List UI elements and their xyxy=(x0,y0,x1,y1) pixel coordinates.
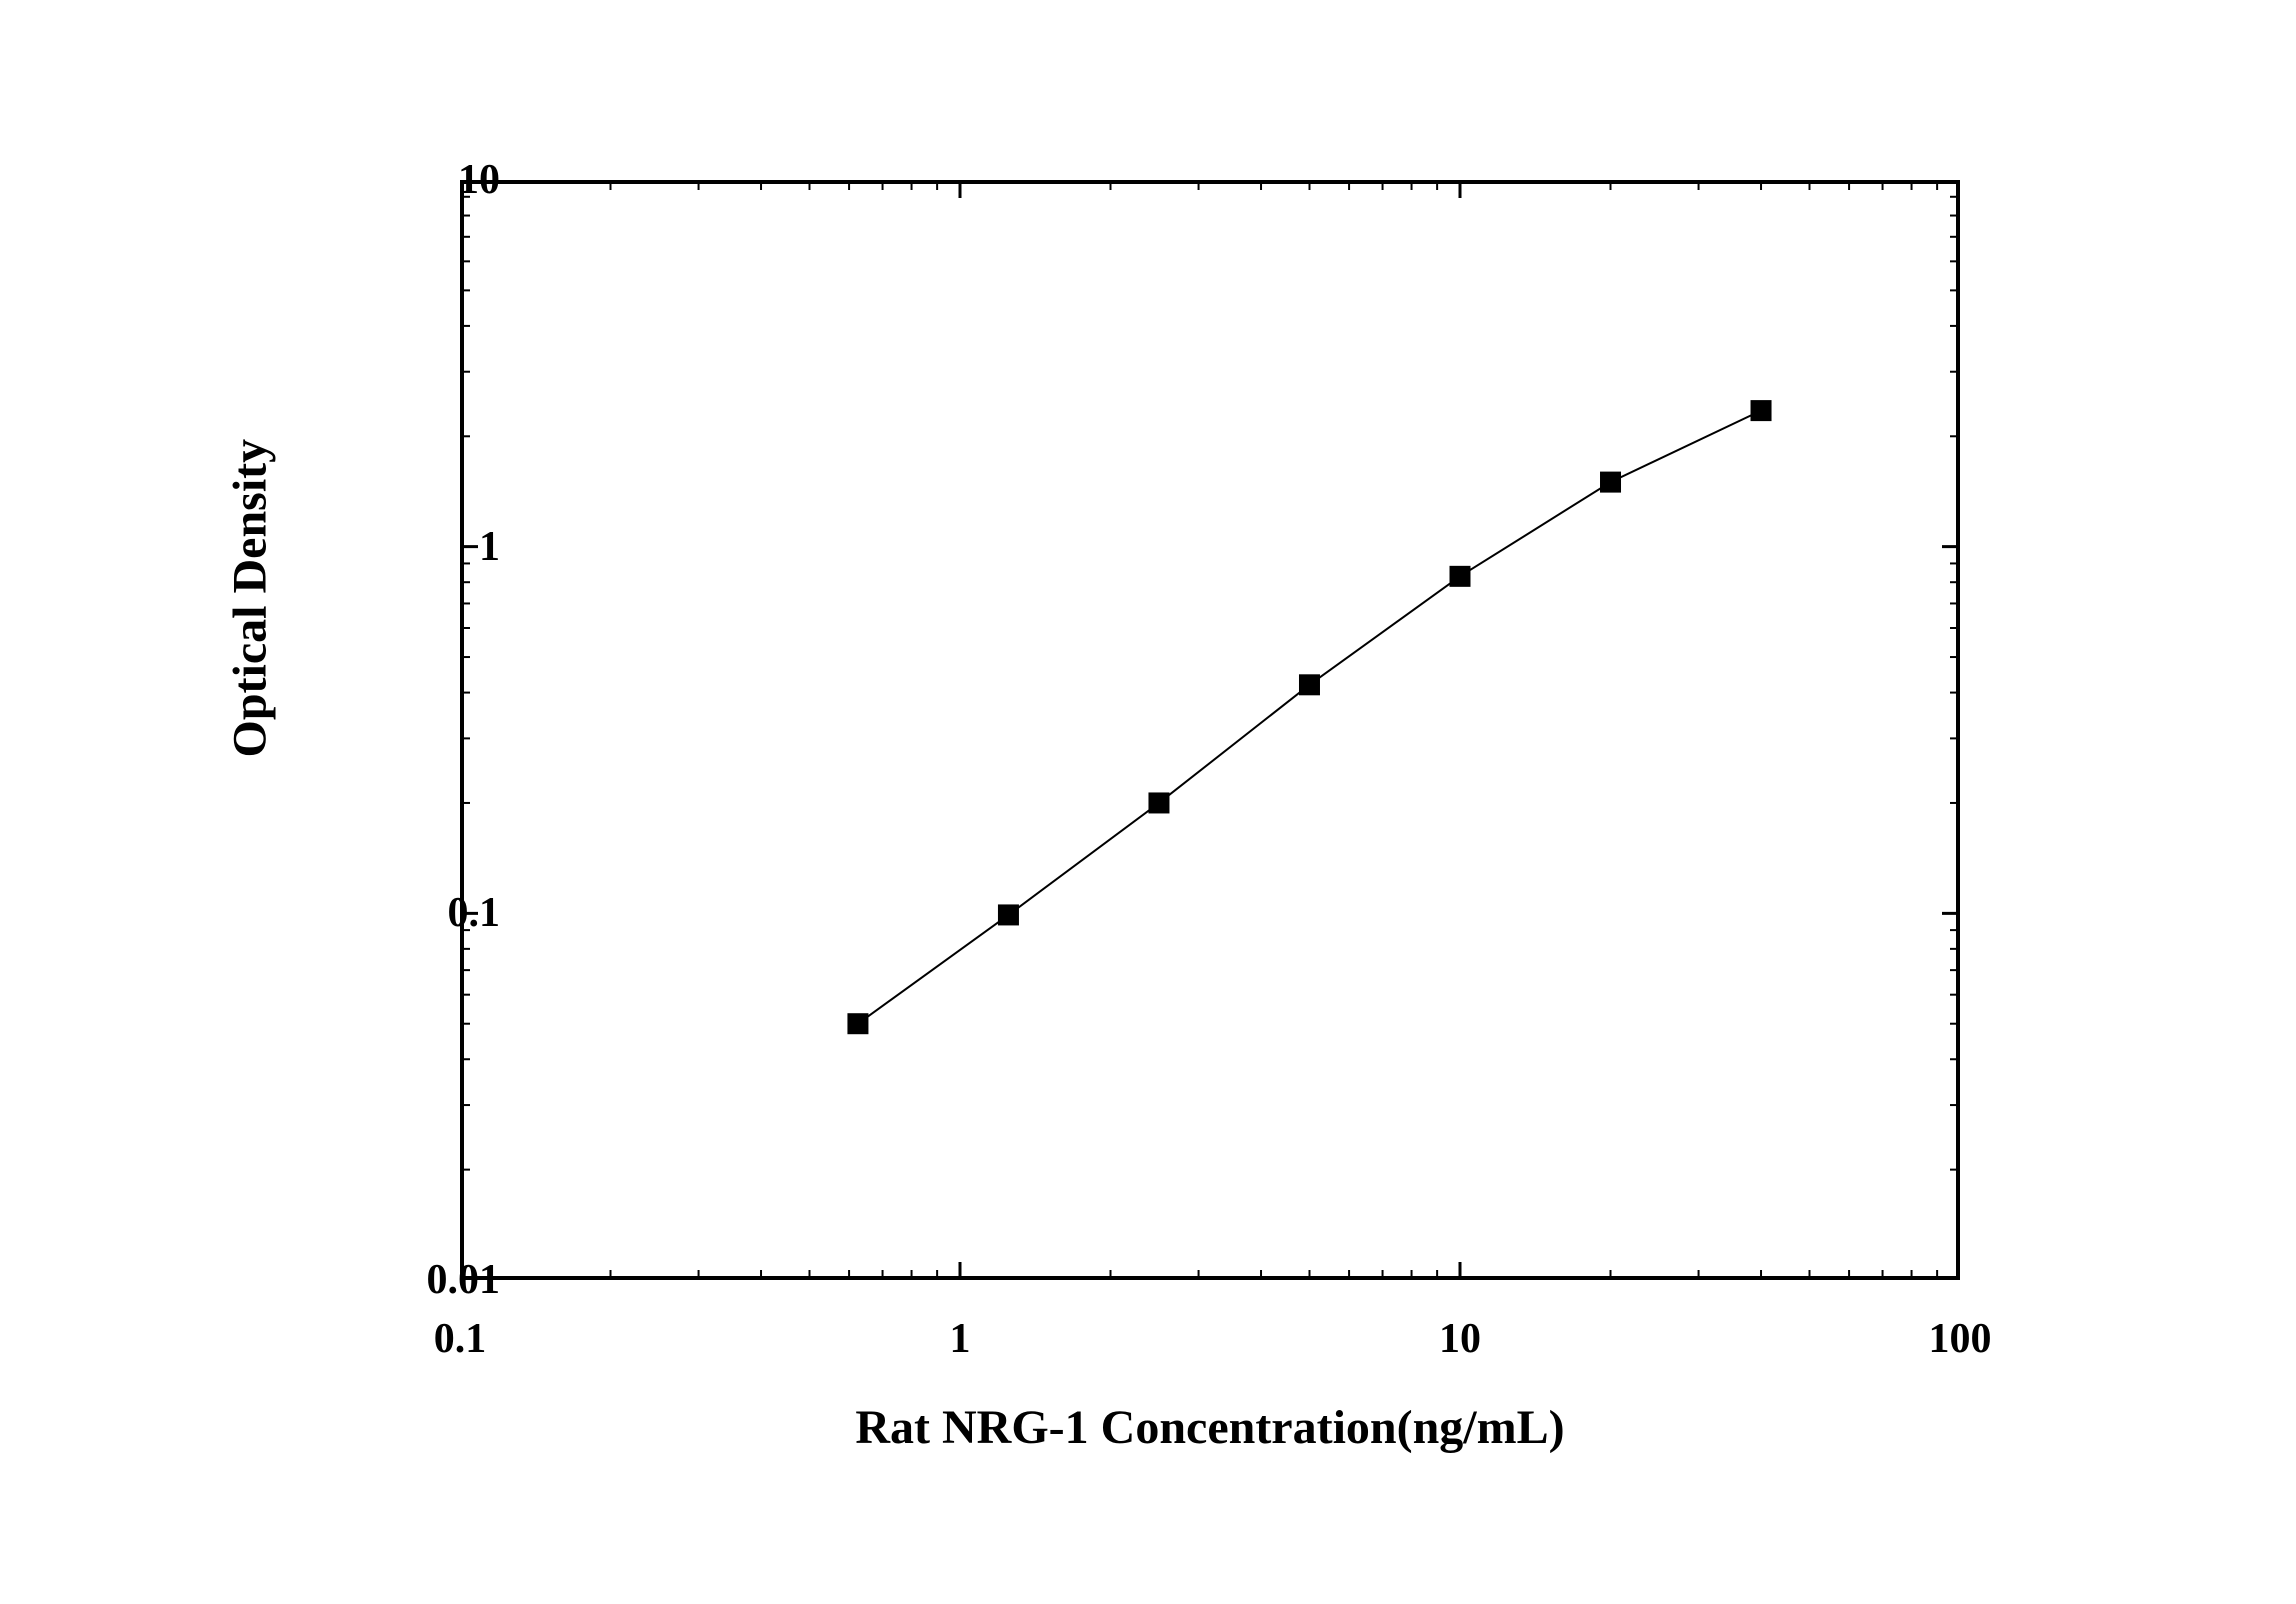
y-axis-label: Optical Density xyxy=(223,439,278,758)
plot-area xyxy=(460,180,1960,1280)
x-tick-label: 100 xyxy=(1929,1315,1992,1363)
x-tick-label: 10 xyxy=(1439,1315,1481,1363)
x-axis-label: Rat NRG-1 Concentration(ng/mL) xyxy=(460,1400,1960,1455)
y-tick-label: 10 xyxy=(380,156,500,204)
y-tick-label: 0.01 xyxy=(380,1256,500,1304)
chart-container: Optical Density Rat NRG-1 Concentration(… xyxy=(280,120,2030,1500)
x-tick-label: 1 xyxy=(950,1315,971,1363)
y-tick-label: 0.1 xyxy=(380,889,500,937)
x-tick-label: 0.1 xyxy=(434,1315,487,1363)
y-tick-label: 1 xyxy=(380,523,500,571)
